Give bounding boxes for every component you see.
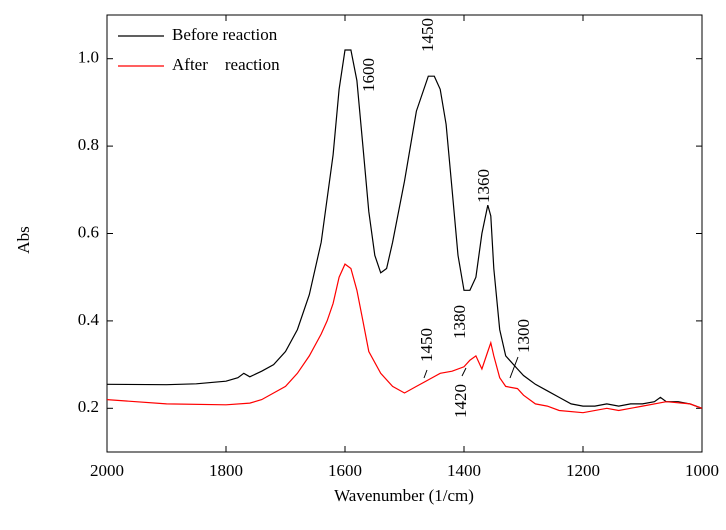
annotation: 1300: [514, 319, 533, 353]
annotation: 1450: [418, 18, 437, 52]
y-tick-label: 0.4: [78, 310, 100, 329]
x-tick-label: 1200: [566, 461, 600, 480]
leader-line: [509, 356, 519, 379]
x-tick-label: 1800: [209, 461, 243, 480]
plot-frame: [106, 14, 703, 453]
annotation: 1450: [417, 328, 436, 362]
legend-label: Before reaction: [172, 25, 278, 44]
x-axis-label: Wavenumber (1/cm): [334, 486, 474, 505]
y-tick-label: 0.8: [78, 135, 99, 154]
annotation: 1380: [450, 305, 469, 339]
y-tick-label: 0.2: [78, 397, 99, 416]
x-tick-label: 1400: [447, 461, 481, 480]
x-tick-label: 2000: [90, 461, 124, 480]
legend-label: After reaction: [172, 55, 280, 74]
y-axis-label: Abs: [14, 226, 33, 253]
leader-line: [423, 369, 428, 379]
x-tick-label: 1000: [685, 461, 719, 480]
data-line: [106, 49, 703, 409]
annotation: 1600: [359, 58, 378, 92]
annotation: 1420: [451, 384, 470, 418]
leader-line: [461, 367, 467, 377]
y-tick-label: 0.6: [78, 222, 99, 241]
y-tick-label: 1.0: [78, 48, 99, 67]
data-line: [106, 263, 703, 414]
x-tick-label: 1600: [328, 461, 362, 480]
annotation: 1360: [474, 169, 493, 203]
